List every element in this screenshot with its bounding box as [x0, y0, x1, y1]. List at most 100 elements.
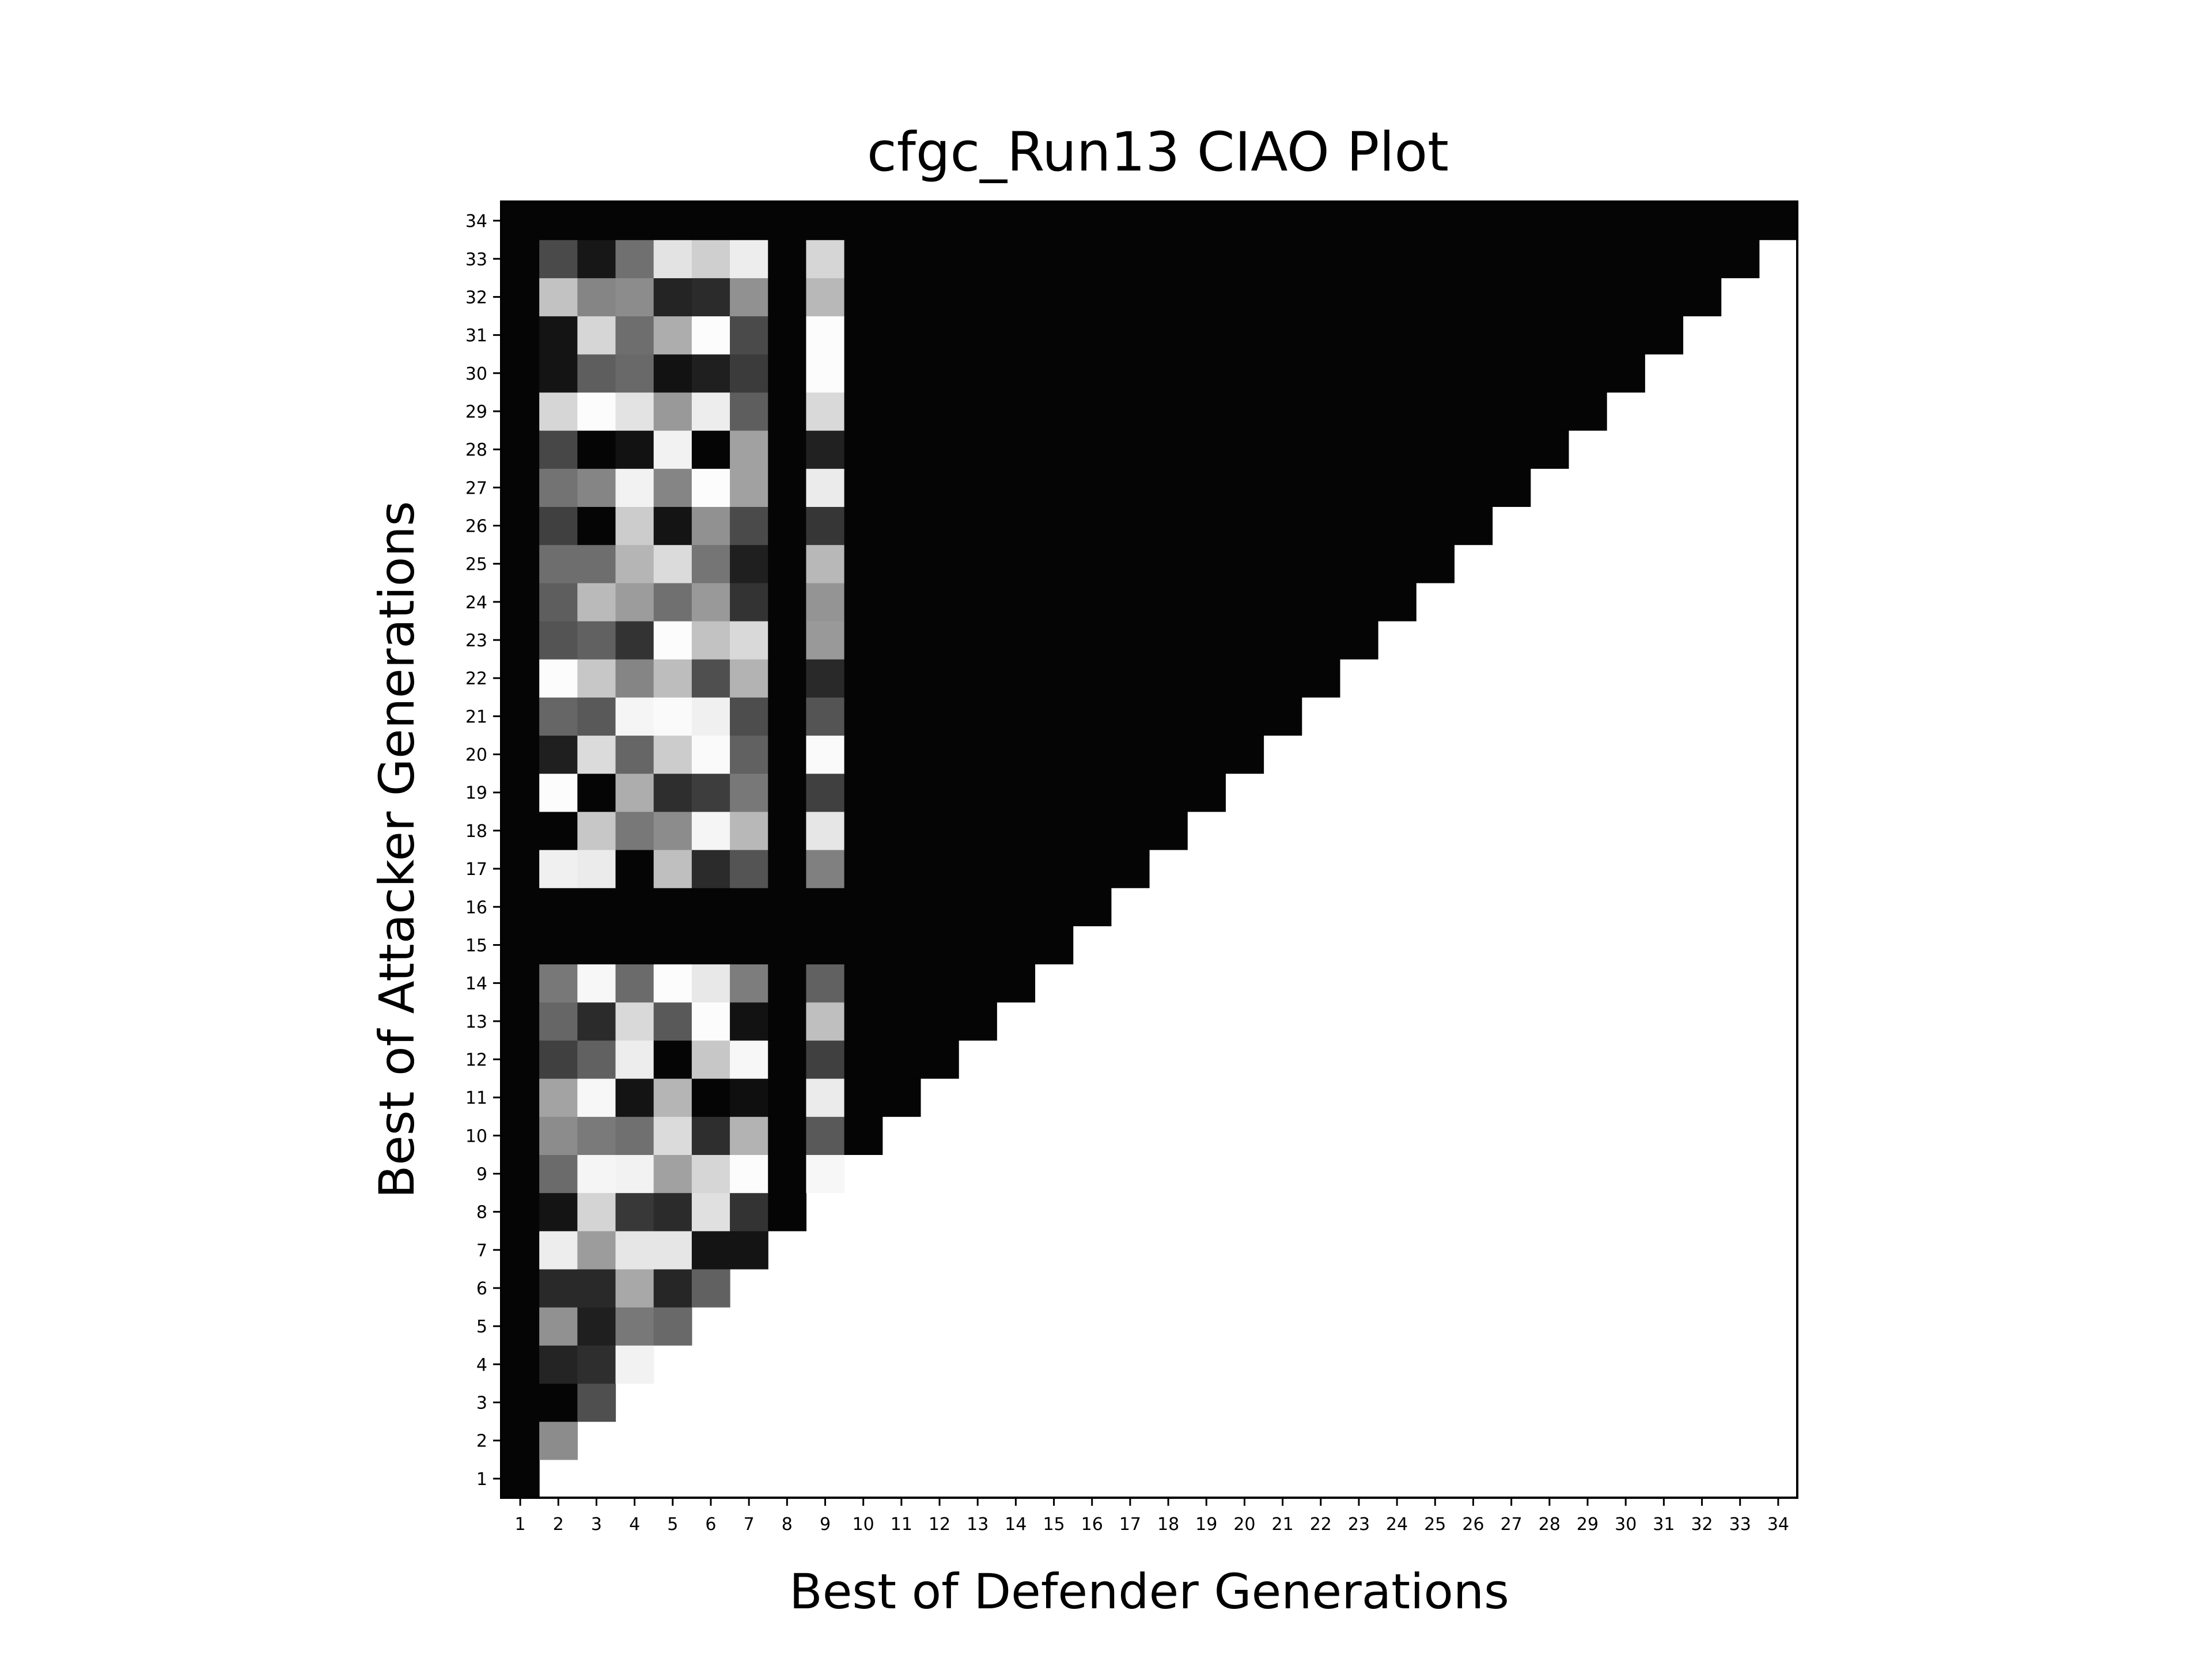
heatmap-cell — [1378, 430, 1416, 469]
heatmap-cell — [730, 582, 768, 622]
heatmap-cell — [1454, 468, 1493, 507]
heatmap-cell — [691, 582, 730, 622]
heatmap-cell — [920, 278, 959, 317]
heatmap-cell — [1378, 316, 1416, 355]
heatmap-cell — [1111, 506, 1150, 546]
heatmap-cell — [1339, 468, 1378, 507]
heatmap-cell — [653, 735, 692, 774]
heatmap-cell — [997, 240, 1036, 278]
heatmap-cell — [997, 544, 1036, 584]
heatmap-cell — [1683, 278, 1722, 317]
heatmap-cell — [501, 1421, 540, 1460]
heatmap-cell — [997, 697, 1036, 736]
heatmap-cell — [1149, 202, 1188, 240]
heatmap-cell — [806, 697, 845, 736]
heatmap-cell — [691, 964, 730, 1003]
heatmap-cell — [1073, 506, 1112, 546]
heatmap-cell — [691, 926, 730, 965]
heatmap-cell — [1378, 354, 1416, 393]
heatmap-cell — [539, 850, 578, 888]
heatmap-cell — [920, 1040, 959, 1079]
heatmap-cell — [1607, 354, 1645, 393]
heatmap-cell — [730, 659, 768, 698]
heatmap-cell — [1035, 773, 1074, 812]
heatmap-cell — [501, 354, 540, 393]
heatmap-cell — [997, 430, 1036, 469]
heatmap-cell — [997, 620, 1036, 660]
heatmap-cell — [577, 506, 616, 546]
heatmap-cell — [1492, 468, 1531, 507]
heatmap-cell — [920, 544, 959, 584]
heatmap-cell — [959, 888, 997, 926]
heatmap-cell — [1187, 735, 1226, 774]
heatmap-cell — [501, 1307, 540, 1346]
heatmap-cell — [768, 278, 807, 317]
x-tick-label: 18 — [1157, 1514, 1179, 1535]
heatmap-cell — [615, 392, 654, 431]
heatmap-cell — [844, 811, 883, 850]
heatmap-cell — [1645, 202, 1684, 240]
heatmap-cell — [768, 506, 807, 546]
heatmap-cell — [691, 506, 730, 546]
y-tick-label: 4 — [476, 1355, 487, 1375]
heatmap-cell — [615, 773, 654, 812]
heatmap-cell — [882, 468, 921, 507]
heatmap-cell — [1263, 506, 1302, 546]
heatmap-cell — [730, 850, 768, 888]
heatmap-cell — [539, 430, 578, 469]
heatmap-cell — [577, 926, 616, 965]
x-tick-label: 29 — [1577, 1514, 1599, 1535]
heatmap-cell — [1339, 278, 1378, 317]
heatmap-cell — [882, 926, 921, 965]
heatmap-cell — [1416, 506, 1455, 546]
heatmap-cell — [539, 240, 578, 278]
heatmap-cell — [1607, 316, 1645, 355]
heatmap-cell — [768, 888, 807, 926]
heatmap-cell — [501, 964, 540, 1003]
heatmap-cell — [1454, 316, 1493, 355]
heatmap-cell — [1530, 278, 1569, 317]
heatmap-cell — [882, 278, 921, 317]
heatmap-cell — [730, 240, 768, 278]
heatmap-cell — [1073, 354, 1112, 393]
heatmap-cell — [501, 582, 540, 622]
heatmap-cell — [920, 392, 959, 431]
heatmap-cell — [1301, 659, 1340, 698]
heatmap-cell — [1187, 620, 1226, 660]
heatmap-cell — [1225, 697, 1264, 736]
heatmap-cell — [615, 316, 654, 355]
heatmap-cell — [691, 620, 730, 660]
heatmap-cell — [539, 1307, 578, 1346]
heatmap-cell — [539, 1116, 578, 1156]
heatmap-cell — [577, 202, 616, 240]
heatmap-cell — [1035, 888, 1074, 926]
x-tick-label: 30 — [1615, 1514, 1637, 1535]
heatmap-cell — [1263, 430, 1302, 469]
heatmap-cell — [501, 240, 540, 278]
heatmap-cell — [1149, 354, 1188, 393]
heatmap-cell — [997, 316, 1036, 355]
x-tick-label: 12 — [929, 1514, 950, 1535]
y-tick-label: 12 — [465, 1050, 487, 1070]
heatmap-cell — [501, 926, 540, 965]
heatmap-cell — [844, 544, 883, 584]
heatmap-cell — [539, 1345, 578, 1384]
heatmap-cell — [577, 1383, 616, 1422]
y-tick-label: 33 — [465, 249, 487, 270]
heatmap-cell — [806, 316, 845, 355]
y-axis-label: Best of Attacker Generations — [369, 501, 425, 1199]
heatmap-cell — [1187, 278, 1226, 317]
heatmap-cell — [844, 773, 883, 812]
heatmap-cell — [1263, 278, 1302, 317]
heatmap-cell — [539, 659, 578, 698]
heatmap-cell — [730, 544, 768, 584]
heatmap-cell — [1073, 850, 1112, 888]
heatmap-cell — [730, 1116, 768, 1156]
heatmap-cell — [806, 659, 845, 698]
heatmap-cell — [501, 1078, 540, 1117]
heatmap-cell — [615, 1192, 654, 1232]
heatmap-cell — [653, 1268, 692, 1308]
heatmap-cell — [1149, 468, 1188, 507]
heatmap-cell — [1263, 620, 1302, 660]
heatmap-cell — [653, 811, 692, 850]
